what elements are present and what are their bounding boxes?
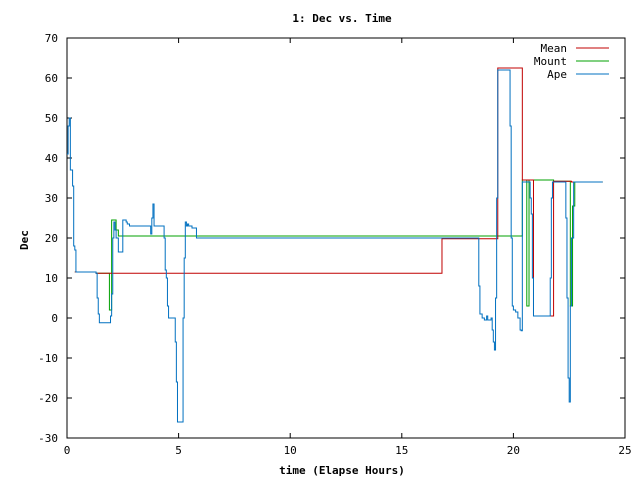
- chart-title: 1: Dec vs. Time: [292, 12, 392, 25]
- y-tick-label: 10: [45, 272, 58, 285]
- y-tick-label: 0: [51, 312, 58, 325]
- y-axis-label: Dec: [18, 230, 31, 250]
- series-lines: [67, 67, 603, 423]
- y-tick-label: -10: [38, 352, 58, 365]
- y-tick-label: 70: [45, 32, 58, 45]
- x-tick-label: 25: [618, 444, 631, 457]
- y-tick-label: 60: [45, 72, 58, 85]
- x-tick-label: 15: [395, 444, 408, 457]
- y-tick-label: 30: [45, 192, 58, 205]
- series-line-mount: [74, 179, 603, 311]
- series-line-mean: [74, 67, 603, 317]
- series-line-ape: [67, 69, 603, 423]
- x-tick-label: 0: [64, 444, 71, 457]
- x-tick-label: 20: [507, 444, 520, 457]
- axis-ticks: 0 5 10 15 20 25 -30 -20 -10 0 10 20 30 40 50 60 70: [38, 32, 632, 457]
- y-tick-label: -20: [38, 392, 58, 405]
- x-tick-label: 10: [284, 444, 297, 457]
- legend-label-mean: Mean: [541, 42, 568, 55]
- x-tick-label: 5: [175, 444, 182, 457]
- x-axis-label: time (Elapse Hours): [279, 464, 405, 477]
- y-tick-label: 20: [45, 232, 58, 245]
- y-tick-label: 50: [45, 112, 58, 125]
- legend-label-mount: Mount: [534, 55, 567, 68]
- y-tick-label: 40: [45, 152, 58, 165]
- y-tick-label: -30: [38, 432, 58, 445]
- legend-label-ape: Ape: [547, 68, 567, 81]
